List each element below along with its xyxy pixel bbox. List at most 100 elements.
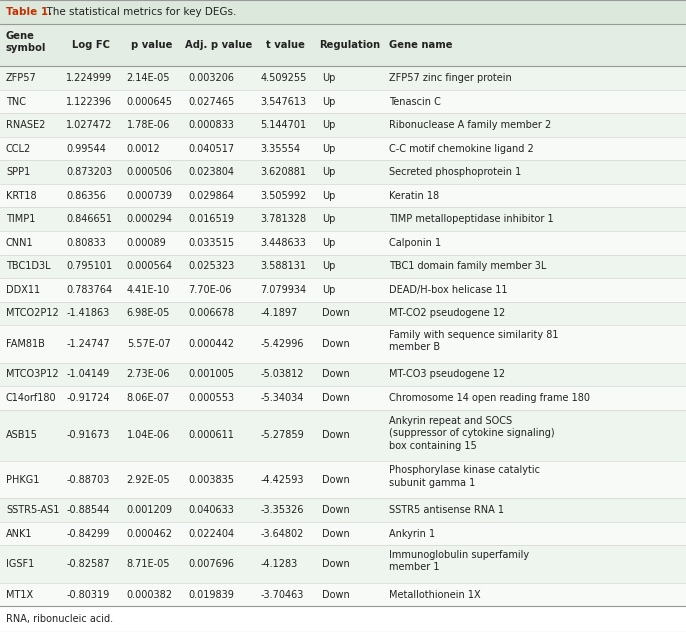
Text: 8.06E-07: 8.06E-07 <box>127 393 170 403</box>
Text: 0.000739: 0.000739 <box>127 191 173 201</box>
Text: CCL2: CCL2 <box>6 143 32 154</box>
Text: Down: Down <box>322 339 350 349</box>
Text: MT-CO2 pseudogene 12: MT-CO2 pseudogene 12 <box>390 308 506 319</box>
Text: Table 1.: Table 1. <box>6 7 52 17</box>
Bar <box>0 522 686 545</box>
Text: MTCO2P12: MTCO2P12 <box>6 308 59 319</box>
Text: 3.620881: 3.620881 <box>261 167 307 177</box>
Text: -0.84299: -0.84299 <box>67 528 110 538</box>
Text: -3.35326: -3.35326 <box>261 505 304 515</box>
Bar <box>0 278 686 301</box>
Text: 6.98E-05: 6.98E-05 <box>127 308 170 319</box>
Text: 8.71E-05: 8.71E-05 <box>127 559 170 569</box>
Text: 0.000564: 0.000564 <box>127 261 173 271</box>
Text: TNC: TNC <box>6 97 26 107</box>
Text: Up: Up <box>322 73 335 83</box>
Text: 0.016519: 0.016519 <box>189 214 235 224</box>
Text: 0.003206: 0.003206 <box>189 73 235 83</box>
Text: Immunoglobulin superfamily
member 1: Immunoglobulin superfamily member 1 <box>390 550 530 572</box>
Text: 1.224999: 1.224999 <box>67 73 113 83</box>
Text: 7.70E-06: 7.70E-06 <box>189 285 232 295</box>
Text: -5.34034: -5.34034 <box>261 393 304 403</box>
Text: 0.00089: 0.00089 <box>127 238 167 248</box>
Text: SSTR5 antisense RNA 1: SSTR5 antisense RNA 1 <box>390 505 504 515</box>
Text: 2.92E-05: 2.92E-05 <box>127 475 170 485</box>
Text: 0.003835: 0.003835 <box>189 475 235 485</box>
Text: DDX11: DDX11 <box>6 285 40 295</box>
Text: -0.91724: -0.91724 <box>67 393 110 403</box>
Text: 0.000462: 0.000462 <box>127 528 173 538</box>
Text: 3.547613: 3.547613 <box>261 97 307 107</box>
Text: -4.1283: -4.1283 <box>261 559 298 569</box>
Bar <box>0 498 686 522</box>
Text: 0.029864: 0.029864 <box>189 191 235 201</box>
Bar <box>0 325 686 363</box>
Text: 0.000833: 0.000833 <box>189 120 235 130</box>
Text: 0.027465: 0.027465 <box>189 97 235 107</box>
Text: 0.040633: 0.040633 <box>189 505 235 515</box>
Text: Up: Up <box>322 191 335 201</box>
Text: -1.24747: -1.24747 <box>67 339 110 349</box>
Text: MT1X: MT1X <box>6 590 33 600</box>
Text: CNN1: CNN1 <box>6 238 34 248</box>
Text: 0.019839: 0.019839 <box>189 590 235 600</box>
Text: 0.001209: 0.001209 <box>127 505 173 515</box>
Bar <box>0 461 686 498</box>
Text: 4.509255: 4.509255 <box>261 73 307 83</box>
Text: 0.000442: 0.000442 <box>189 339 235 349</box>
Text: 3.505992: 3.505992 <box>261 191 307 201</box>
Text: Regulation: Regulation <box>319 40 381 50</box>
Text: 1.04E-06: 1.04E-06 <box>127 430 170 441</box>
Text: ZFP57 zinc finger protein: ZFP57 zinc finger protein <box>390 73 512 83</box>
Text: 0.007696: 0.007696 <box>189 559 235 569</box>
Text: Ankyrin 1: Ankyrin 1 <box>390 528 436 538</box>
Text: MTCO3P12: MTCO3P12 <box>6 369 58 379</box>
Text: SSTR5-AS1: SSTR5-AS1 <box>6 505 60 515</box>
Text: 0.023804: 0.023804 <box>189 167 235 177</box>
Text: 3.35554: 3.35554 <box>261 143 300 154</box>
Text: 1.027472: 1.027472 <box>67 120 113 130</box>
Text: 0.001005: 0.001005 <box>189 369 235 379</box>
Text: -1.41863: -1.41863 <box>67 308 110 319</box>
Text: Chromosome 14 open reading frame 180: Chromosome 14 open reading frame 180 <box>390 393 591 403</box>
Text: 0.000294: 0.000294 <box>127 214 173 224</box>
Text: -4.42593: -4.42593 <box>261 475 304 485</box>
Bar <box>0 0 686 23</box>
Text: 0.99544: 0.99544 <box>67 143 106 154</box>
Text: Up: Up <box>322 97 335 107</box>
Text: C-C motif chemokine ligand 2: C-C motif chemokine ligand 2 <box>390 143 534 154</box>
Text: Up: Up <box>322 238 335 248</box>
Text: TBC1D3L: TBC1D3L <box>6 261 51 271</box>
Text: Down: Down <box>322 559 350 569</box>
Text: ASB15: ASB15 <box>6 430 38 441</box>
Text: 0.873203: 0.873203 <box>67 167 113 177</box>
Text: t value: t value <box>266 40 305 50</box>
Text: 3.588131: 3.588131 <box>261 261 307 271</box>
Text: Family with sequence similarity 81
member B: Family with sequence similarity 81 membe… <box>390 329 559 352</box>
Text: 0.033515: 0.033515 <box>189 238 235 248</box>
Text: Secreted phosphoprotein 1: Secreted phosphoprotein 1 <box>390 167 522 177</box>
Bar <box>0 301 686 325</box>
Text: Keratin 18: Keratin 18 <box>390 191 440 201</box>
Text: Up: Up <box>322 143 335 154</box>
Bar <box>0 363 686 386</box>
Text: TBC1 domain family member 3L: TBC1 domain family member 3L <box>390 261 547 271</box>
Text: 0.86356: 0.86356 <box>67 191 106 201</box>
Bar <box>0 410 686 461</box>
Text: Down: Down <box>322 369 350 379</box>
Text: -5.27859: -5.27859 <box>261 430 305 441</box>
Text: -5.03812: -5.03812 <box>261 369 304 379</box>
Bar <box>0 583 686 606</box>
Text: Down: Down <box>322 393 350 403</box>
Text: IGSF1: IGSF1 <box>6 559 34 569</box>
Text: 7.079934: 7.079934 <box>261 285 307 295</box>
Text: 5.144701: 5.144701 <box>261 120 307 130</box>
Text: 0.0012: 0.0012 <box>127 143 161 154</box>
Text: SPP1: SPP1 <box>6 167 30 177</box>
Text: 0.040517: 0.040517 <box>189 143 235 154</box>
Text: 0.000553: 0.000553 <box>189 393 235 403</box>
Text: -3.64802: -3.64802 <box>261 528 304 538</box>
Text: Log FC: Log FC <box>71 40 110 50</box>
Text: ZFP57: ZFP57 <box>6 73 37 83</box>
Text: 5.57E-07: 5.57E-07 <box>127 339 171 349</box>
